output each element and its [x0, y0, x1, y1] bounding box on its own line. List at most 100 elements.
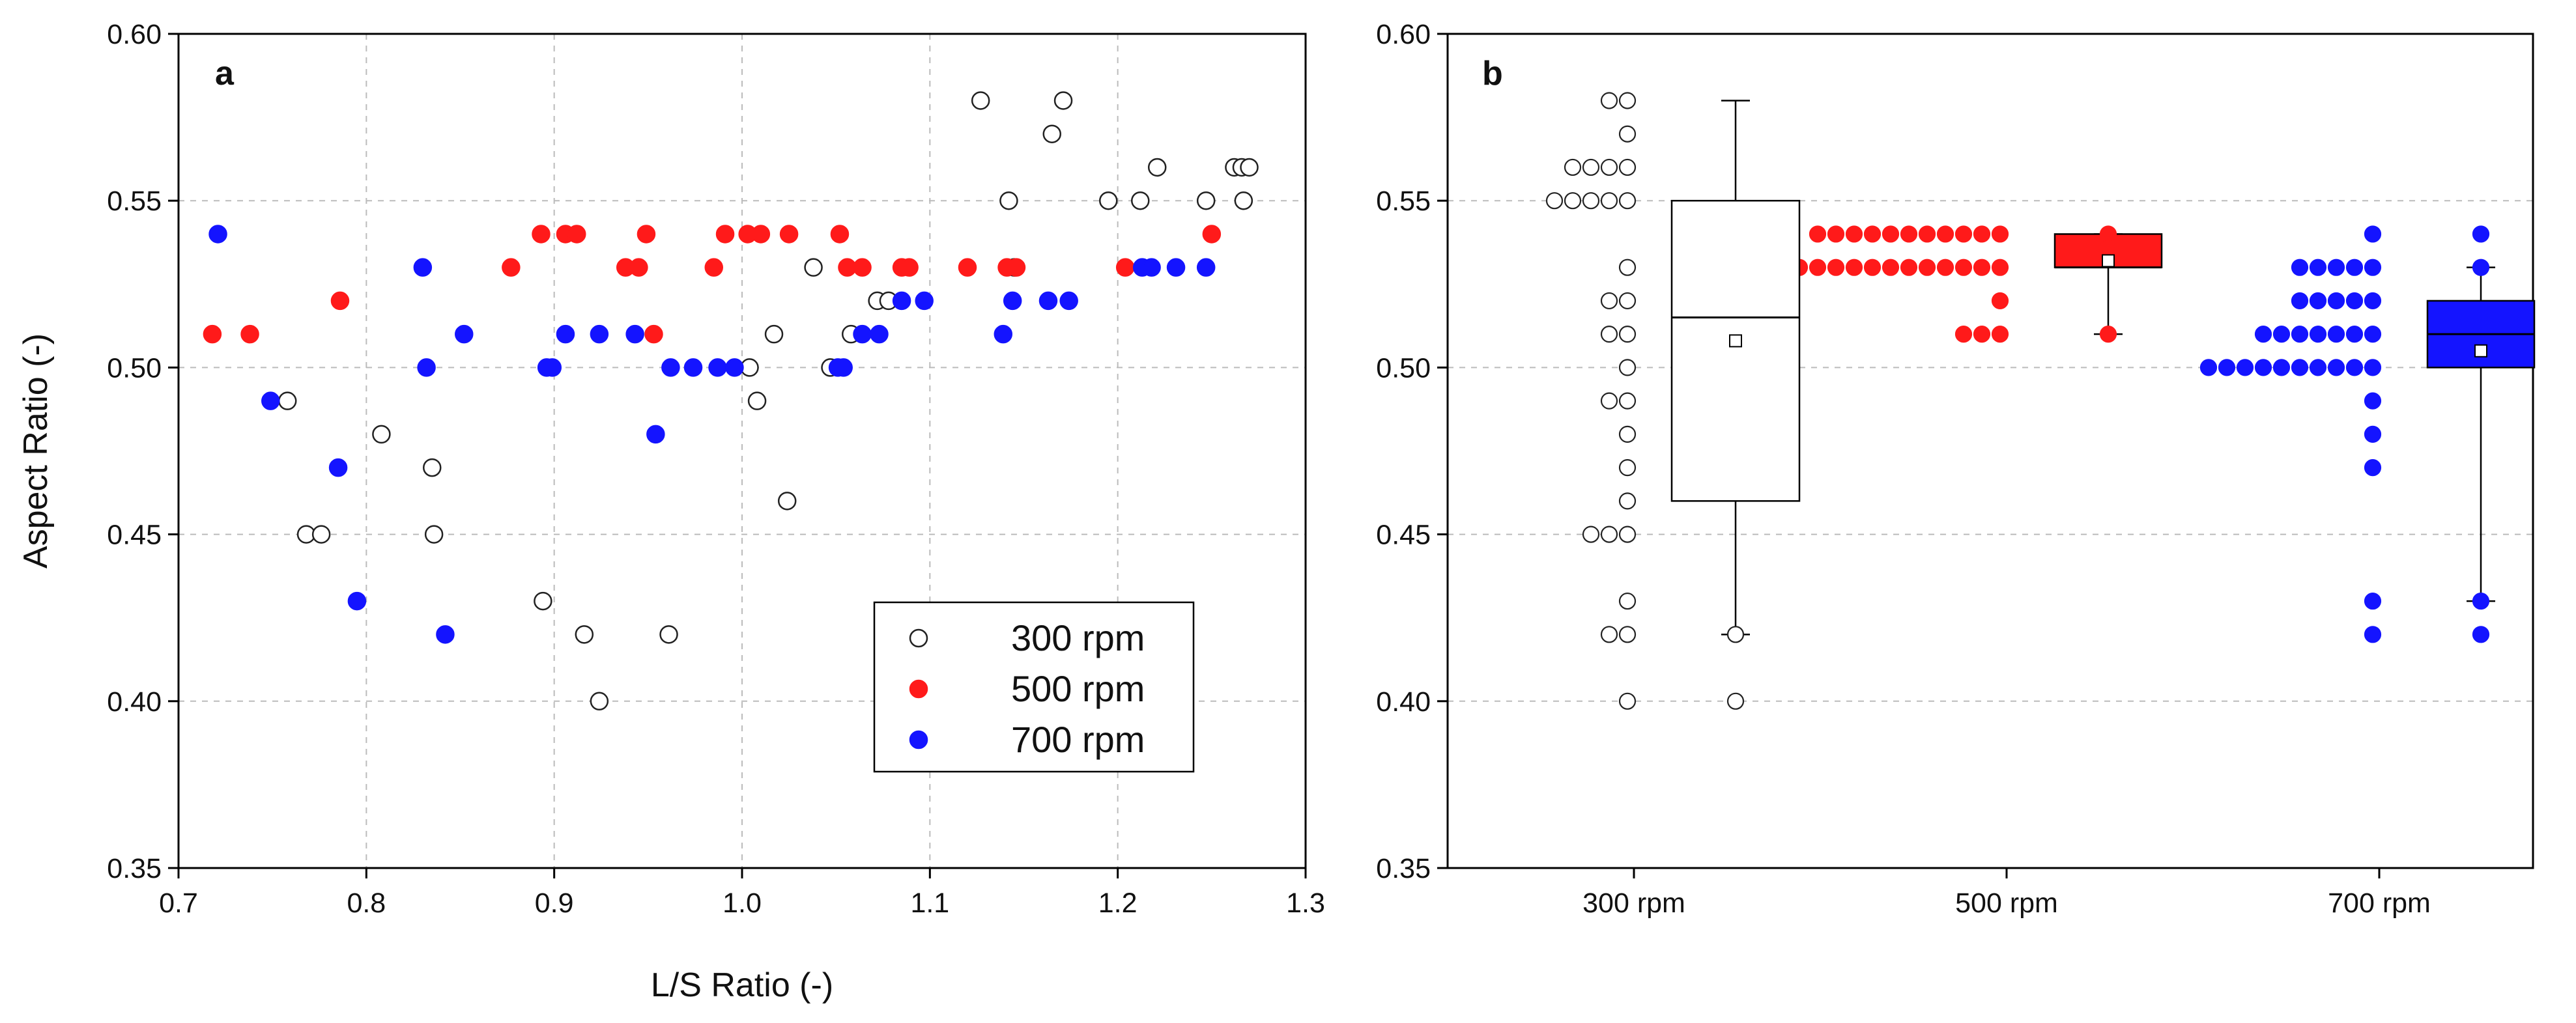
distribution-point-rpm300: [1600, 626, 1618, 643]
legend-label-rpm700: 700 rpm: [1011, 719, 1145, 760]
point-rpm700: [436, 625, 455, 644]
panel-a-y-axis-title: Aspect Ratio (-): [17, 333, 55, 568]
panel-a-label: a: [215, 55, 235, 92]
point-rpm700: [208, 225, 227, 244]
distribution-point-rpm700: [2364, 292, 2382, 310]
legend-label-rpm300: 300 rpm: [1011, 617, 1145, 658]
point-rpm700: [328, 458, 348, 477]
distribution-point-rpm300: [1618, 692, 1637, 710]
distribution-point-rpm300: [1600, 192, 1618, 210]
distribution-point-rpm500: [1882, 225, 1900, 243]
distribution-point-rpm500: [1918, 259, 1936, 276]
distribution-point-rpm500: [1845, 225, 1863, 243]
distribution-point-rpm300: [1618, 158, 1637, 176]
distribution-point-rpm500: [1827, 225, 1845, 243]
point-rpm700: [1003, 291, 1022, 311]
distribution-point-rpm500: [1973, 225, 1991, 243]
distribution-point-rpm700: [2272, 326, 2291, 343]
distribution-point-rpm300: [1618, 192, 1637, 210]
category-label: 300 rpm: [1582, 888, 1685, 919]
point-rpm700: [834, 358, 853, 377]
distribution-point-rpm300: [1600, 326, 1618, 343]
distribution-point-rpm700: [2327, 259, 2345, 276]
point-rpm700: [1166, 258, 1186, 277]
point-rpm700: [994, 324, 1013, 344]
distribution-point-rpm700: [2327, 359, 2345, 376]
point-rpm700: [915, 291, 934, 311]
distribution-point-rpm500: [1936, 259, 1954, 276]
point-rpm700: [413, 258, 433, 277]
x-tick-label: 1.1: [910, 888, 949, 919]
distribution-point-rpm300: [1618, 425, 1637, 443]
point-rpm700: [708, 358, 727, 377]
legend-label-rpm500: 500 rpm: [1011, 668, 1145, 709]
point-rpm500: [704, 258, 723, 277]
distribution-point-rpm300: [1618, 359, 1637, 376]
y-tick-label: 0.60: [107, 19, 162, 50]
point-rpm500: [853, 258, 872, 277]
point-rpm300: [1131, 191, 1150, 210]
distribution-point-rpm700: [2364, 259, 2382, 276]
distribution-point-rpm300: [1600, 92, 1618, 109]
distribution-point-rpm700: [2345, 259, 2364, 276]
x-tick-label: 0.7: [159, 888, 198, 919]
point-rpm700: [347, 591, 367, 611]
point-rpm700: [625, 324, 644, 344]
distribution-point-rpm700: [2309, 326, 2327, 343]
distribution-point-rpm700: [2272, 359, 2291, 376]
point-rpm300: [1099, 191, 1118, 210]
distribution-point-rpm500: [1882, 259, 1900, 276]
y-tick-label: 0.55: [107, 186, 162, 217]
y-tick-label: 0.45: [1376, 520, 1431, 551]
distribution-point-rpm700: [2291, 326, 2309, 343]
distribution-point-rpm300: [1545, 192, 1564, 210]
distribution-point-rpm500: [1918, 225, 1936, 243]
distribution-point-rpm500: [1900, 225, 1918, 243]
point-rpm500: [1115, 258, 1135, 277]
distribution-point-rpm300: [1600, 292, 1618, 310]
point-rpm300: [1196, 191, 1216, 210]
point-rpm500: [240, 324, 259, 344]
distribution-point-rpm300: [1618, 459, 1637, 477]
panel-b-boxes: [1670, 100, 2536, 710]
point-rpm500: [203, 324, 222, 344]
point-rpm500: [644, 324, 663, 344]
y-tick-label: 0.35: [107, 853, 162, 884]
point-rpm700: [543, 358, 562, 377]
distribution-point-rpm700: [2199, 359, 2218, 376]
point-rpm700: [1196, 258, 1216, 277]
distribution-point-rpm500: [1991, 225, 2009, 243]
outlier-point-rpm300: [1726, 626, 1745, 643]
distribution-point-rpm300: [1582, 192, 1600, 210]
panel-b-frame: [1446, 33, 2534, 869]
point-rpm700: [1038, 291, 1058, 311]
x-tick-label: 0.9: [535, 888, 574, 919]
distribution-point-rpm300: [1600, 392, 1618, 410]
point-rpm500: [1007, 258, 1026, 277]
distribution-point-rpm700: [2327, 292, 2345, 310]
distribution-point-rpm700: [2364, 459, 2382, 477]
point-rpm700: [853, 324, 872, 344]
point-rpm500: [1202, 225, 1222, 244]
distribution-point-rpm500: [1845, 259, 1863, 276]
point-rpm300: [659, 625, 678, 644]
panel-a-points: [203, 91, 1259, 711]
x-tick-label: 1.0: [723, 888, 762, 919]
point-rpm300: [1240, 158, 1259, 177]
distribution-point-rpm500: [1863, 259, 1882, 276]
point-rpm300: [971, 91, 990, 110]
distribution-point-rpm500: [1936, 225, 1954, 243]
distribution-point-rpm500: [1954, 259, 1973, 276]
point-rpm300: [764, 324, 784, 344]
panel-b: 0.35 0.40 0.45 0.50 0.55 0.60 300 rpm 500 rpm 70…: [1376, 19, 2536, 919]
y-tick-label: 0.50: [1376, 352, 1431, 384]
outlier-point-rpm500: [2099, 225, 2117, 243]
distribution-point-rpm700: [2291, 292, 2309, 310]
distribution-point-rpm500: [1973, 326, 1991, 343]
point-rpm300: [590, 692, 609, 711]
distribution-point-rpm500: [1863, 225, 1882, 243]
y-tick-label: 0.60: [1376, 19, 1431, 50]
point-rpm700: [661, 358, 680, 377]
legend-marker-rpm500: [909, 679, 928, 699]
point-rpm500: [532, 225, 551, 244]
